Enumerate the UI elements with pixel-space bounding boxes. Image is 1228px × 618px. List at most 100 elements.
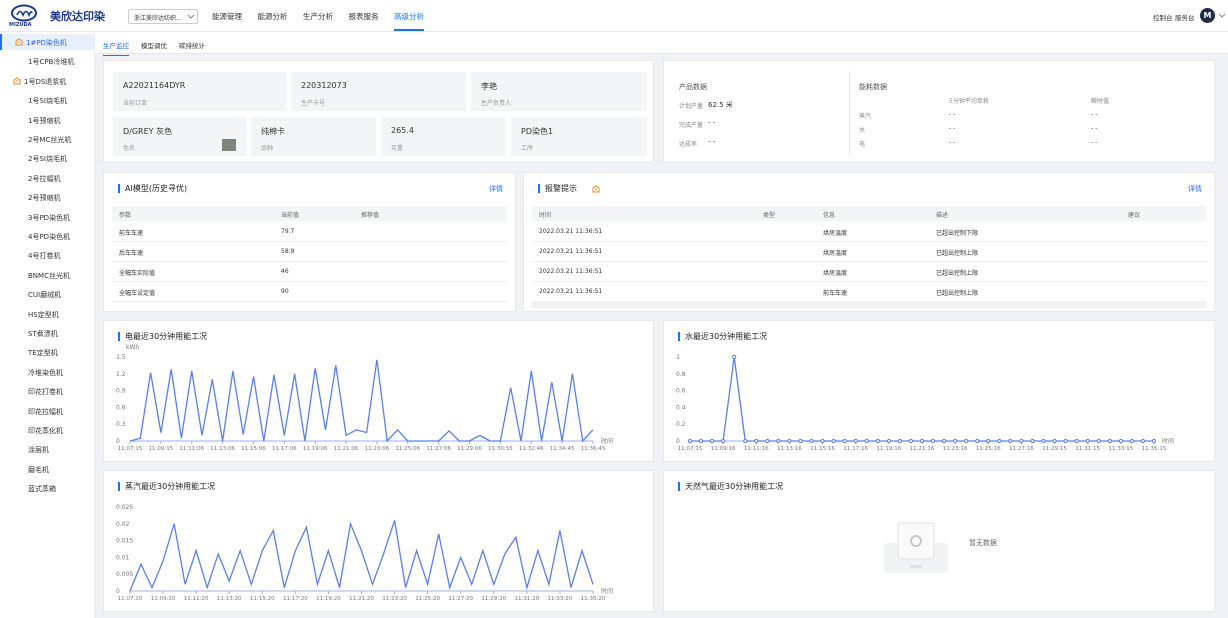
y-tick-label: 0.025 — [116, 504, 133, 511]
sidebar-item[interactable]: 印花拉幅机 — [0, 403, 95, 419]
sidebar-label: 冷堆染色机 — [28, 368, 63, 377]
x-tick-label: 11:36:45 — [581, 446, 606, 452]
info-card: 李艳 生产负责人 — [471, 72, 647, 111]
tab[interactable]: 碳排统计 — [179, 42, 205, 50]
sidebar-item[interactable]: 1号DS退浆机 — [0, 73, 95, 89]
info-card: 265.4 克重 — [381, 117, 506, 156]
sidebar-item[interactable]: 涂层机 — [0, 441, 95, 457]
sidebar-label: ST煮漂机 — [28, 330, 58, 338]
sidebar-label: 1#PD染色机 — [26, 39, 67, 47]
nav-item[interactable]: 能源管理 — [212, 12, 242, 21]
nav-item[interactable]: 报表服务 — [348, 12, 379, 21]
x-tick-label: 11:09:20 — [151, 596, 176, 602]
sidebar-label: 3号PD染色机 — [28, 213, 71, 222]
point — [721, 438, 726, 444]
sidebar-item[interactable]: CUI磨绒机 — [0, 286, 95, 302]
detail-link[interactable]: 详情 — [489, 185, 503, 193]
sidebar-item[interactable]: 2号拉幅机 — [0, 170, 95, 186]
nav-item[interactable]: 能源分析 — [257, 12, 288, 21]
x-tick-label: 11:11:16 — [744, 446, 769, 452]
data-value: - - — [708, 138, 716, 146]
table-cell: - - — [1091, 111, 1098, 118]
x-tick-label: 11:29:20 — [481, 596, 506, 602]
x-axis-label: 时间 — [601, 587, 613, 595]
x-tick-label: 11:27:20 — [448, 596, 473, 602]
card-label: 生产卡号 — [301, 100, 326, 107]
card-label: 当前订单 — [123, 100, 148, 107]
sidebar-item[interactable]: 1号SI烧毛机 — [0, 92, 95, 108]
table-cell: - - — [1091, 139, 1098, 146]
row-divider — [532, 261, 1206, 262]
point — [1151, 438, 1157, 444]
table-header: 信息 — [823, 212, 836, 219]
sidebar-item[interactable]: ST煮漂机 — [0, 325, 95, 341]
line — [129, 520, 594, 592]
sidebar-item[interactable]: 4号打卷机 — [0, 247, 95, 263]
point — [743, 438, 748, 444]
header-link[interactable]: 控制台 — [1153, 14, 1173, 22]
data-value: 62.5 米 — [708, 101, 733, 109]
warning-icon — [13, 77, 21, 85]
table-cell: 前车车速 — [119, 230, 144, 237]
x-tick-label: 11:32:46 — [519, 446, 544, 452]
card-label: 品种 — [261, 145, 274, 152]
warning-icon — [592, 185, 600, 193]
chart-panel: 蒸汽最近30分钟用能工况 0 0.005 0.01 0.015 0.02 0.025 11:0… — [103, 470, 654, 612]
chart-panel: 水最近30分钟用能工况 0 0.2 0.4 0.6 0.8 1 11:07:15 11:09:1… — [663, 320, 1215, 462]
empty-slot — [910, 565, 922, 568]
sidebar-item[interactable]: 2号预缩机 — [0, 189, 95, 205]
sidebar-label: 1号SI烧毛机 — [28, 97, 67, 106]
header-link[interactable]: 服务台 — [1175, 14, 1195, 22]
point — [809, 438, 814, 444]
sidebar-item[interactable]: 1号预缩机 — [0, 112, 95, 128]
card-label: 克重 — [391, 145, 404, 152]
sidebar-item[interactable]: BNMC丝光机 — [0, 267, 95, 283]
sidebar-item[interactable]: 磨毛机 — [0, 461, 95, 477]
sidebar-item[interactable]: 1号CPB冷堆机 — [0, 53, 95, 69]
sidebar-item[interactable]: 4号PD染色机 — [0, 228, 95, 244]
line — [690, 356, 1154, 442]
y-tick-label: 0 — [116, 588, 120, 595]
sidebar-item[interactable]: 冷堆染色机 — [0, 364, 95, 380]
y-tick-label: 0.4 — [676, 404, 686, 411]
row-label: 水 — [859, 127, 866, 134]
sidebar-item[interactable]: 2号MC丝光机 — [0, 131, 95, 147]
sidebar-label: 1号预缩机 — [28, 116, 61, 125]
tab[interactable]: 模型调优 — [141, 42, 167, 50]
x-tick-label: 11:15:20 — [250, 596, 275, 602]
sidebar-label: HS定型机 — [28, 310, 59, 319]
row-divider — [112, 241, 507, 242]
sidebar-item[interactable]: TE定型机 — [0, 344, 95, 360]
avatar[interactable]: M — [1200, 8, 1215, 23]
sidebar-item[interactable]: 印花打卷机 — [0, 383, 95, 399]
sidebar-item[interactable]: 1#PD染色机 — [0, 34, 95, 50]
x-tick-label: 11:19:16 — [877, 446, 902, 452]
tab[interactable]: 生产监控 — [103, 40, 129, 56]
detail-link[interactable]: 详情 — [1188, 185, 1202, 193]
nav-item[interactable]: 高级分析 — [394, 11, 424, 31]
card-label: 工序 — [521, 145, 534, 152]
y-tick-label: 0 — [116, 438, 120, 445]
empty-paper — [897, 522, 935, 560]
sidebar-item[interactable]: 3号PD染色机 — [0, 209, 95, 225]
sidebar-item[interactable]: HS定型机 — [0, 306, 95, 322]
x-axis-label: 时间 — [1162, 437, 1174, 445]
point — [886, 438, 891, 444]
x-tick-label: 11:25:16 — [976, 446, 1001, 452]
sidebar-item[interactable]: 蓝式蒸箱 — [0, 480, 95, 496]
sidebar-item[interactable]: 印花蒸化机 — [0, 422, 95, 438]
factory-select[interactable]: 浙江美欣达纺织... — [128, 9, 198, 24]
y-tick-label: 1 — [676, 354, 680, 361]
point — [897, 438, 903, 444]
nav-item[interactable]: 生产分析 — [303, 12, 333, 21]
x-tick-label: 11:23:16 — [943, 446, 968, 452]
x-tick-label: 11:35:15 — [1142, 446, 1167, 452]
x-tick-label: 11:31:15 — [1075, 446, 1100, 452]
ai-panel: AI模型(历史寻优) 详情 参数 当前值 推荐值 前车车速 79.7 后车车速 58.9 全幅车实… — [103, 172, 516, 312]
sidebar-item[interactable]: 2号SI烧毛机 — [0, 150, 95, 166]
sidebar-label: 磨毛机 — [28, 465, 49, 474]
row-divider — [532, 241, 1206, 242]
chart-panel: 天然气最近30分钟用能工况 暂无数据 — [663, 470, 1215, 612]
panel-title: 报警提示 — [538, 184, 577, 193]
row-divider — [112, 261, 507, 262]
